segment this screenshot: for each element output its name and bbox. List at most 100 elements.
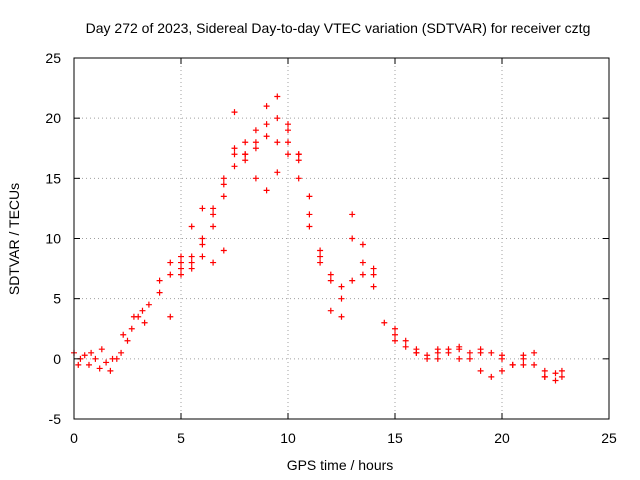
data-point — [317, 247, 324, 254]
data-point — [434, 346, 441, 353]
grid-lines — [74, 58, 609, 419]
data-point — [263, 187, 270, 194]
data-point — [178, 259, 184, 266]
data-point — [285, 121, 291, 128]
data-point — [130, 313, 137, 320]
data-point — [370, 265, 377, 272]
data-point — [210, 223, 217, 230]
data-point — [285, 127, 291, 134]
data-point — [295, 175, 302, 182]
data-point — [210, 205, 217, 212]
series-track-d — [156, 109, 302, 320]
data-point — [188, 265, 195, 272]
data-point — [509, 361, 516, 368]
data-point — [242, 139, 249, 146]
data-point — [81, 352, 88, 359]
data-point — [499, 367, 505, 374]
data-point — [263, 121, 270, 128]
data-point — [402, 343, 409, 350]
data-point — [541, 367, 548, 374]
series-track-b — [75, 115, 559, 384]
data-point — [263, 103, 270, 110]
data-point — [392, 337, 398, 344]
data-point — [156, 277, 163, 284]
data-point — [338, 313, 345, 320]
data-point — [188, 259, 195, 266]
data-point — [220, 175, 227, 182]
data-point — [306, 193, 313, 200]
data-point — [252, 139, 259, 146]
data-point — [392, 331, 398, 338]
y-tick-label: 25 — [45, 50, 61, 66]
x-tick-label: 5 — [177, 430, 185, 446]
data-point — [178, 253, 184, 260]
data-point — [338, 295, 345, 302]
data-point — [488, 373, 495, 380]
data-point — [338, 283, 345, 290]
y-tick-label: -5 — [49, 411, 62, 427]
data-point — [499, 355, 505, 362]
data-point — [231, 151, 238, 158]
data-point — [520, 352, 527, 359]
data-point — [231, 109, 238, 116]
data-point — [466, 349, 473, 356]
data-point — [145, 301, 152, 308]
data-point — [274, 93, 281, 100]
data-point — [285, 151, 291, 158]
data-point — [199, 235, 206, 242]
data-point — [252, 127, 259, 134]
data-point — [92, 355, 99, 362]
data-point — [359, 241, 366, 248]
data-point — [220, 181, 227, 188]
data-point — [167, 313, 174, 320]
data-point — [167, 271, 174, 278]
data-point — [295, 157, 302, 164]
data-point — [252, 175, 259, 182]
data-point — [156, 289, 163, 296]
data-point — [231, 163, 238, 170]
data-point — [317, 259, 324, 266]
data-point — [188, 223, 195, 230]
data-point — [327, 277, 334, 284]
x-tick-label: 0 — [70, 430, 78, 446]
data-point — [231, 145, 238, 152]
data-point — [488, 349, 495, 356]
data-point — [141, 319, 148, 326]
data-points — [71, 93, 565, 384]
data-point — [263, 133, 270, 140]
data-point — [188, 253, 195, 260]
x-tick-label: 25 — [601, 430, 617, 446]
data-point — [456, 355, 463, 362]
y-tick-label: 5 — [53, 291, 61, 307]
data-point — [370, 271, 377, 278]
x-tick-label: 15 — [387, 430, 403, 446]
data-point — [107, 367, 114, 374]
series-track-a — [71, 93, 565, 377]
data-point — [128, 325, 135, 332]
x-tick-label: 10 — [280, 430, 296, 446]
data-point — [124, 337, 131, 344]
data-point — [96, 365, 103, 372]
data-point — [178, 265, 184, 272]
y-tick-label: 0 — [53, 351, 61, 367]
data-point — [445, 349, 452, 356]
data-point — [199, 253, 206, 260]
data-point — [118, 349, 125, 356]
data-point — [210, 259, 217, 266]
data-point — [349, 211, 356, 218]
data-point — [98, 346, 105, 353]
data-point — [402, 337, 409, 344]
data-point — [327, 271, 334, 278]
data-point — [424, 355, 431, 362]
data-point — [252, 145, 259, 152]
series-track-c — [77, 133, 565, 380]
data-point — [75, 361, 82, 368]
data-point — [242, 157, 249, 164]
data-point — [295, 151, 302, 158]
data-point — [167, 259, 174, 266]
data-point — [274, 115, 281, 122]
data-point — [477, 367, 484, 374]
data-point — [552, 377, 559, 384]
y-tick-label: 10 — [45, 231, 61, 247]
